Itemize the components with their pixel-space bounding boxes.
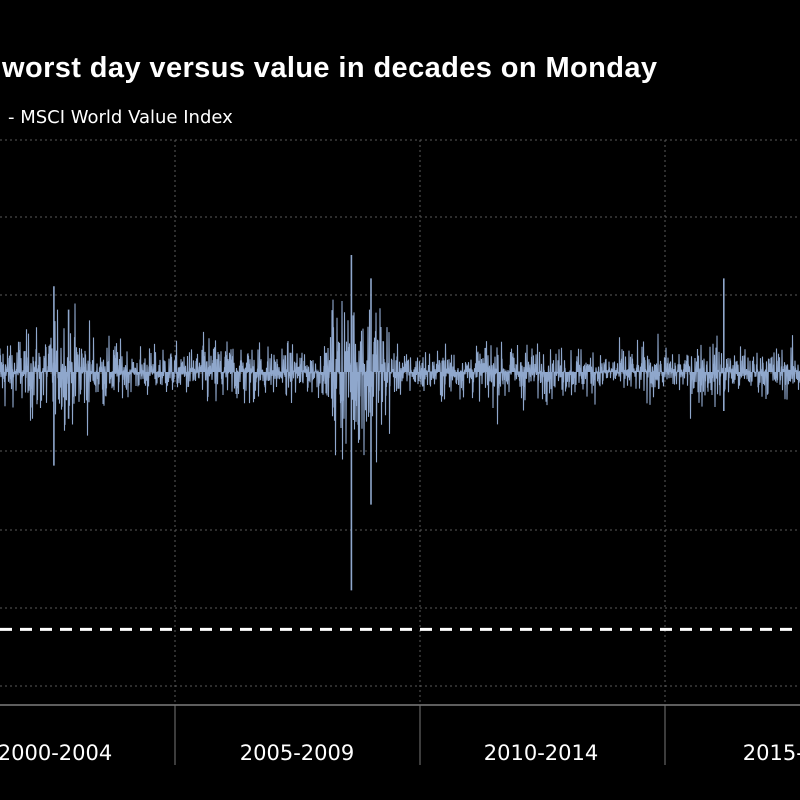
chart-title: worst day versus value in decades on Mon… (2, 52, 658, 84)
x-tick-label: 2010-2014 (484, 741, 598, 765)
x-tick-label: 2015-2 (743, 741, 800, 765)
series-line (0, 299, 800, 463)
x-tick-label: 2005-2009 (240, 741, 354, 765)
x-tick-label: 2000-2004 (0, 741, 112, 765)
legend-entry: - MSCI World Value Index (8, 107, 233, 128)
